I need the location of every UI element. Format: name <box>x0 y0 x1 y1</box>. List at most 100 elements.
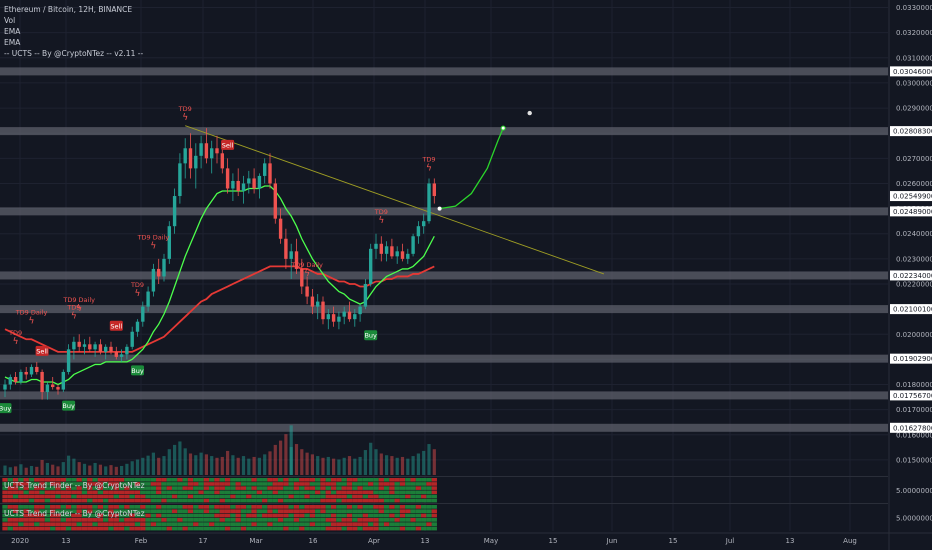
trend-cell <box>309 513 316 518</box>
trend-cell <box>97 478 104 482</box>
trend-cell <box>81 494 88 499</box>
trend-cell <box>421 526 427 531</box>
trend-cell <box>39 526 45 531</box>
trend-cell <box>50 513 56 518</box>
trend-cell <box>145 505 151 509</box>
trend-cell <box>362 522 369 527</box>
volume-bar <box>19 464 23 475</box>
trend-cell <box>426 513 432 518</box>
trend-cell <box>28 498 35 503</box>
trend-cell <box>34 486 40 490</box>
td-signal-label: TD9 Daily <box>15 309 48 317</box>
candle-body <box>146 291 150 307</box>
trend-cell <box>124 526 130 531</box>
candle-body <box>416 226 421 237</box>
trend-cell <box>315 494 321 499</box>
trend-cell <box>129 490 135 495</box>
trend-cell <box>177 478 183 482</box>
trend-cell <box>230 486 236 490</box>
trend-cell <box>108 478 114 482</box>
trend-cell <box>410 513 416 518</box>
trend-cell <box>166 526 172 531</box>
volume-bar <box>220 456 224 475</box>
trend-cell <box>251 490 257 495</box>
trend-cell <box>177 494 183 499</box>
trend-cell <box>161 526 167 531</box>
trend-cell <box>55 513 61 518</box>
trend-cell <box>230 482 236 486</box>
trend-cell <box>140 494 146 499</box>
trend-cell <box>97 505 104 509</box>
trend-cell <box>320 513 326 518</box>
trend-cell <box>103 486 109 490</box>
descending-trendline <box>185 125 605 275</box>
zone-price-label: 0.02489000 <box>893 208 932 216</box>
trend-cell <box>262 526 268 531</box>
lightning-icon: ϟ <box>135 289 141 299</box>
trend-cell <box>288 490 294 495</box>
trend-cell <box>2 478 8 482</box>
trend-cell <box>415 494 422 499</box>
trend-cell <box>304 518 310 522</box>
trend-cell <box>224 478 231 482</box>
trend-cell <box>203 494 210 499</box>
trend-cell <box>71 482 77 486</box>
trend-cell <box>267 522 273 527</box>
trend-cell <box>431 513 437 518</box>
trend-cell <box>357 513 363 518</box>
trend-cell <box>55 486 61 490</box>
trend-cell <box>118 522 125 527</box>
trend-cell <box>198 518 204 522</box>
trend-cell <box>140 482 146 486</box>
trend-cell <box>81 505 88 509</box>
trend-cell <box>262 518 268 522</box>
trend-cell <box>426 518 432 522</box>
zone-price-label: 0.02808300 <box>893 128 932 136</box>
trend-cell <box>87 509 93 514</box>
candle-body <box>29 366 34 375</box>
trend-cell <box>352 522 358 527</box>
trend-cell <box>235 522 241 527</box>
trend-cell <box>124 482 130 486</box>
trend-cell <box>299 490 305 495</box>
trend-cell <box>251 486 257 490</box>
trend-cell <box>81 486 88 490</box>
trend-cell <box>55 505 61 509</box>
trend-cell <box>166 482 172 486</box>
trend-cell <box>394 498 400 503</box>
trend-cell <box>330 526 337 531</box>
trend-cell <box>50 494 56 499</box>
sr-zone-band <box>0 67 888 76</box>
volume-bar <box>305 452 309 475</box>
trend-cell <box>134 486 141 490</box>
candle-body <box>395 251 399 257</box>
trend-cell <box>18 490 24 495</box>
trend-cell <box>299 482 305 486</box>
trend-cell <box>65 513 72 518</box>
trend-cell <box>346 526 353 531</box>
volume-bar <box>67 455 71 475</box>
candle-body <box>167 226 171 259</box>
trend-cell <box>368 482 374 486</box>
trend-cell <box>28 490 35 495</box>
trend-cell <box>399 513 406 518</box>
trend-cell <box>166 509 172 514</box>
trend-cell <box>134 505 141 509</box>
trend-cell <box>352 486 358 490</box>
trend-cell <box>60 490 66 495</box>
volume-bar <box>188 453 193 475</box>
trend-cell <box>150 486 157 490</box>
trend-cell <box>262 478 268 482</box>
trend-cell <box>12 518 19 522</box>
trend-cell <box>224 509 231 514</box>
candle-body <box>162 258 166 277</box>
trend-cell <box>214 522 220 527</box>
trend-cell <box>209 513 215 518</box>
candle-body <box>247 178 251 184</box>
candle-body <box>19 371 23 383</box>
volume-bar <box>316 456 320 475</box>
trend-cell <box>315 526 321 531</box>
